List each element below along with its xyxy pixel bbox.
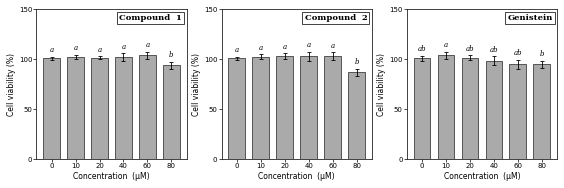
Text: ab: ab (418, 45, 426, 53)
Bar (139, 55, 156, 159)
Y-axis label: Cell viability (%): Cell viability (%) (192, 53, 201, 116)
Bar (534, 64, 550, 159)
Text: ab: ab (466, 45, 474, 53)
Text: ab: ab (514, 49, 522, 57)
Text: b: b (354, 58, 359, 66)
Text: a: a (98, 46, 102, 54)
Text: a: a (307, 41, 311, 49)
Y-axis label: Cell viability (%): Cell viability (%) (7, 53, 16, 116)
Y-axis label: Cell viability (%): Cell viability (%) (377, 53, 386, 116)
Text: a: a (283, 43, 287, 51)
Text: a: a (73, 44, 78, 52)
Bar (276, 56, 293, 159)
Text: a: a (444, 41, 448, 49)
Text: a: a (121, 43, 126, 51)
Text: a: a (235, 46, 239, 54)
Text: Genistein: Genistein (507, 14, 553, 22)
X-axis label: Concentration  (μM): Concentration (μM) (73, 172, 150, 181)
Text: ab: ab (490, 46, 498, 54)
Text: Compound  2: Compound 2 (305, 14, 367, 22)
Text: a: a (50, 46, 54, 54)
Bar (163, 65, 180, 159)
Bar (115, 57, 132, 159)
Text: b: b (540, 50, 544, 58)
Text: a: a (331, 42, 334, 50)
Bar (413, 58, 430, 159)
Bar (67, 57, 84, 159)
Bar (253, 57, 269, 159)
Text: a: a (146, 41, 149, 49)
Bar (324, 56, 341, 159)
X-axis label: Concentration  (μM): Concentration (μM) (444, 172, 520, 181)
Text: a: a (259, 44, 263, 52)
X-axis label: Concentration  (μM): Concentration (μM) (258, 172, 335, 181)
Bar (228, 58, 245, 159)
Bar (486, 61, 503, 159)
Bar (438, 55, 455, 159)
Text: Compound  1: Compound 1 (119, 14, 182, 22)
Text: b: b (169, 51, 174, 59)
Bar (91, 58, 108, 159)
Bar (509, 64, 526, 159)
Bar (43, 58, 60, 159)
Bar (461, 58, 478, 159)
Bar (348, 72, 365, 159)
Bar (300, 56, 317, 159)
